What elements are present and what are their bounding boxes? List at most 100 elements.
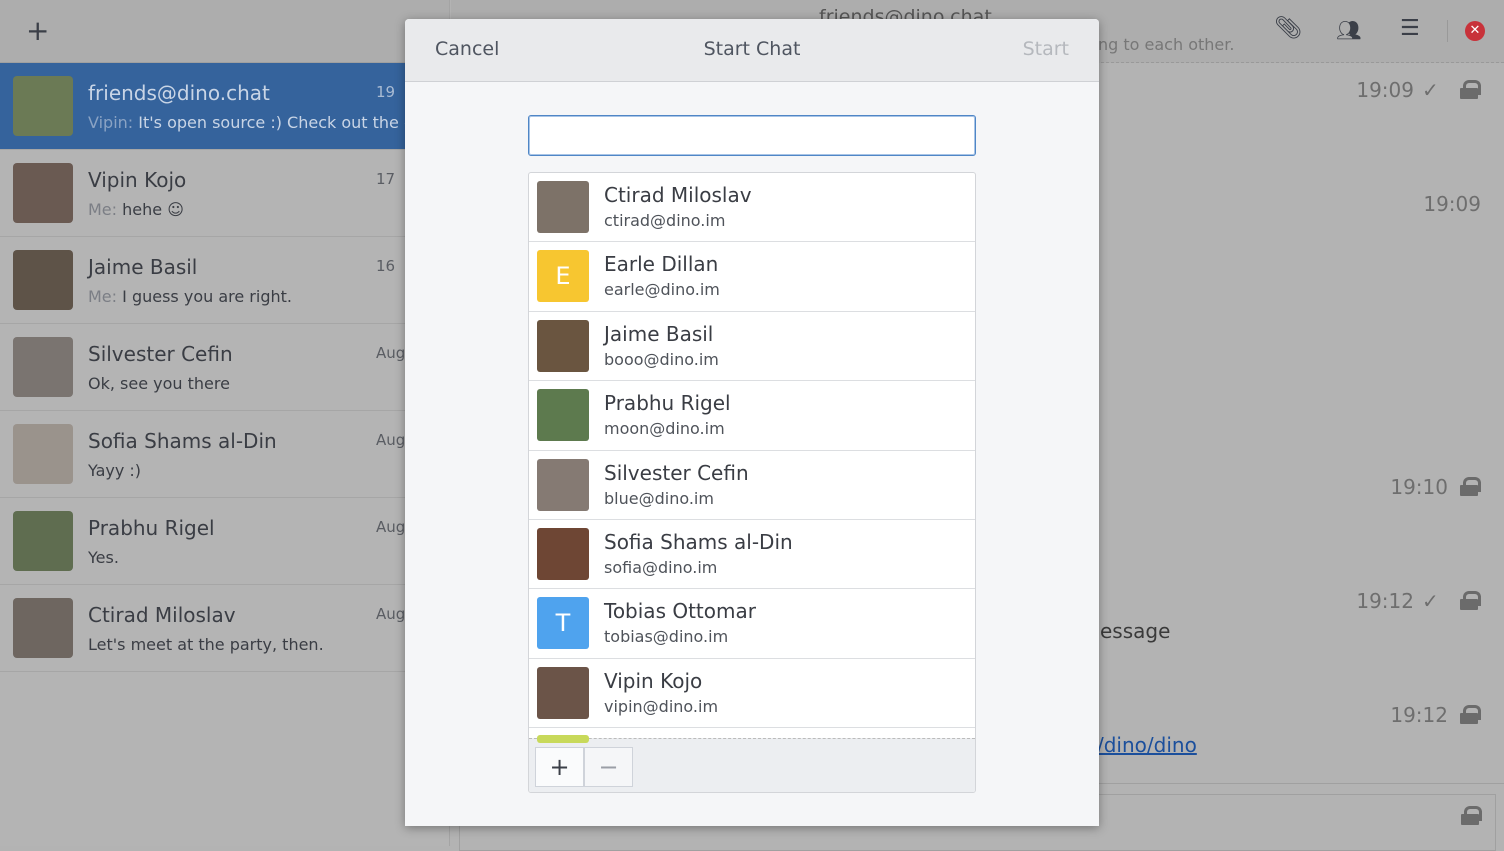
add-button[interactable]: +: [535, 747, 584, 787]
lock-icon: [1460, 477, 1481, 497]
contact-row[interactable]: Prabhu Rigel moon@dino.im: [529, 381, 975, 451]
avatar: [13, 598, 73, 658]
conversation-name: friends@dino.chat: [88, 81, 270, 105]
conversation-name: Ctirad Miloslav: [88, 603, 236, 627]
conversation-item[interactable]: Prabhu Rigel Yes. Aug: [0, 498, 450, 585]
preview-text: I guess you are right.: [122, 287, 292, 306]
start-chat-dialog: Cancel Start Chat Start Ctirad Miloslav …: [405, 19, 1099, 826]
conversation-sidebar: + friends@dino.chat Vipin: It's open sou…: [0, 0, 450, 846]
preview-sender: Me:: [88, 200, 118, 219]
lock-icon: [1460, 80, 1481, 100]
contact-row[interactable]: T Tobias Ottomar tobias@dino.im: [529, 589, 975, 659]
message-time: 19:12: [1390, 703, 1448, 727]
conversation-time: 19: [376, 83, 396, 101]
contact-row[interactable]: Sofia Shams al-Din sofia@dino.im: [529, 520, 975, 590]
contact-jid: vipin@dino.im: [604, 696, 719, 716]
conversation-item[interactable]: Jaime Basil Me: I guess you are right. 1…: [0, 237, 450, 324]
avatar: [13, 511, 73, 571]
contact-name: Vipin Kojo: [604, 668, 703, 693]
conversation-preview: Yes.: [88, 548, 119, 567]
conversation-item[interactable]: Ctirad Miloslav Let's meet at the party,…: [0, 585, 450, 672]
check-icon: ✓: [1422, 589, 1439, 613]
contact-jid: earle@dino.im: [604, 280, 720, 300]
conversation-name: Vipin Kojo: [88, 168, 187, 192]
chat-subtitle: ng to each other.: [1098, 35, 1235, 54]
avatar: T: [537, 597, 589, 650]
conversation-item[interactable]: friends@dino.chat Vipin: It's open sourc…: [0, 63, 450, 150]
conversation-preview: Me: I guess you are right.: [88, 287, 292, 306]
message-time: 19:09: [1356, 78, 1414, 102]
preview-sender: Me:: [88, 287, 118, 306]
contact-jid: tobias@dino.im: [604, 627, 729, 647]
conversation-name: Silvester Cefin: [88, 342, 233, 366]
check-icon: ✓: [1422, 78, 1439, 102]
message-link[interactable]: /dino/dino: [1097, 733, 1197, 757]
add-conversation-button[interactable]: +: [26, 14, 50, 47]
search-input[interactable]: [528, 115, 976, 156]
paperclip-icon[interactable]: 📎︎: [1274, 16, 1302, 41]
avatar: [13, 250, 73, 310]
conversation-name: Sofia Shams al-Din: [88, 429, 277, 453]
contact-jid: ctirad@dino.im: [604, 211, 726, 230]
conversation-time: 17: [376, 170, 396, 188]
list-toolbar: + −: [529, 735, 975, 792]
lock-icon[interactable]: [1461, 806, 1482, 826]
conversation-item[interactable]: Vipin Kojo Me: hehe ☺ 17: [0, 150, 450, 237]
avatar: [13, 337, 73, 397]
menu-icon[interactable]: ☰: [1400, 16, 1420, 41]
contact-name: Jaime Basil: [604, 321, 714, 346]
contact-name: Sofia Shams al-Din: [604, 529, 793, 554]
conversation-preview: Me: hehe ☺: [88, 200, 184, 219]
conversation-time: Aug: [376, 518, 406, 536]
dialog-title: Start Chat: [703, 38, 801, 60]
conversation-name: Jaime Basil: [88, 255, 198, 279]
avatar: [537, 458, 589, 511]
contact-row[interactable]: E Earle Dillan earle@dino.im: [529, 242, 975, 312]
conversation-item[interactable]: Silvester Cefin Ok, see you there Aug: [0, 324, 450, 411]
contact-row[interactable]: Vipin Kojo vipin@dino.im: [529, 659, 975, 729]
contact-jid: booo@dino.im: [604, 349, 719, 369]
remove-button[interactable]: −: [584, 747, 633, 787]
avatar: [13, 76, 73, 136]
occupants-icon[interactable]: 👥︎: [1336, 18, 1362, 42]
contact-name: Tobias Ottomar: [604, 599, 756, 624]
conversation-time: Aug: [376, 344, 406, 362]
avatar: [537, 181, 589, 233]
contact-name: Prabhu Rigel: [604, 391, 731, 416]
preview-text: Ok, see you there: [88, 374, 230, 393]
message-time: 19:10: [1390, 475, 1448, 499]
conversation-item[interactable]: Sofia Shams al-Din Yayy :) Aug: [0, 411, 450, 498]
contact-name: Ctirad Miloslav: [604, 183, 752, 207]
contact-jid: sofia@dino.im: [604, 557, 718, 577]
contact-row[interactable]: Ctirad Miloslav ctirad@dino.im: [529, 173, 975, 243]
avatar: [13, 163, 73, 223]
contact-row[interactable]: Silvester Cefin blue@dino.im: [529, 451, 975, 520]
avatar: [537, 527, 589, 580]
preview-sender: Vipin:: [88, 113, 134, 132]
preview-text: Yayy :): [88, 461, 142, 480]
contact-row[interactable]: Jaime Basil booo@dino.im: [529, 312, 975, 382]
preview-text: Let's meet at the party, then.: [88, 635, 324, 654]
avatar: [537, 319, 589, 372]
conversation-preview: Let's meet at the party, then.: [88, 635, 324, 654]
dialog-header: Cancel Start Chat Start: [405, 19, 1099, 82]
avatar: [13, 424, 73, 484]
lock-icon: [1460, 705, 1481, 725]
close-icon[interactable]: ✕: [1465, 21, 1485, 41]
start-button[interactable]: Start: [1022, 38, 1069, 60]
conversation-time: 16: [376, 257, 396, 275]
contact-name: Earle Dillan: [604, 252, 719, 277]
message-time: 19:12: [1356, 589, 1414, 613]
avatar: [537, 666, 589, 719]
conversation-preview: Yayy :): [88, 461, 141, 480]
divider: [1447, 20, 1448, 42]
preview-text: Yes.: [88, 548, 119, 567]
preview-text: It's open source :) Check out the co: [138, 113, 423, 132]
cancel-button[interactable]: Cancel: [435, 38, 500, 60]
conversation-time: Aug: [376, 431, 406, 449]
conversation-time: Aug: [376, 605, 406, 623]
message-text: essage: [1100, 619, 1171, 643]
avatar: [537, 389, 589, 442]
lock-icon: [1460, 591, 1481, 611]
conversation-preview: Vipin: It's open source :) Check out the…: [88, 113, 423, 132]
